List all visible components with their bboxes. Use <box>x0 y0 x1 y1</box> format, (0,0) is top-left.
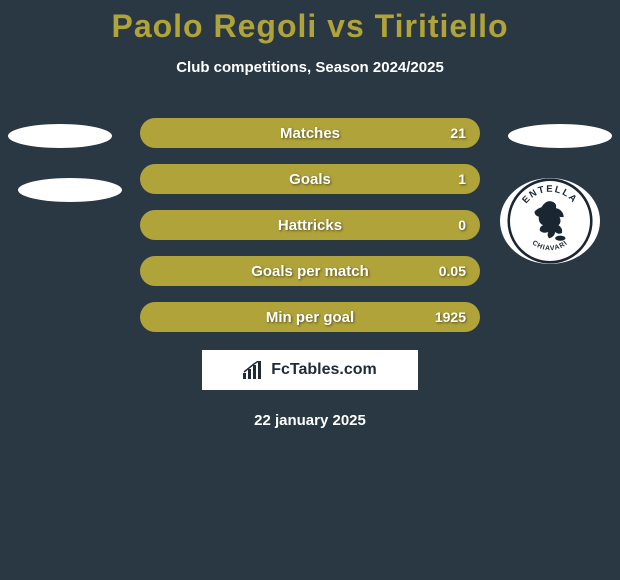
page-subtitle: Club competitions, Season 2024/2025 <box>0 59 620 76</box>
stat-row-matches: Matches 21 <box>140 118 480 148</box>
stat-row-goals: Goals 1 <box>140 164 480 194</box>
stat-row-min-per-goal: Min per goal 1925 <box>140 302 480 332</box>
stat-value-right: 1925 <box>435 309 466 325</box>
stat-value-right: 0 <box>458 217 466 233</box>
generated-date: 22 january 2025 <box>0 412 620 429</box>
stat-label: Matches <box>140 125 480 142</box>
stat-label: Goals <box>140 171 480 188</box>
brand-text: FcTables.com <box>271 361 377 379</box>
stat-value-right: 0.05 <box>439 263 466 279</box>
stat-row-hattricks: Hattricks 0 <box>140 210 480 240</box>
stat-row-goals-per-match: Goals per match 0.05 <box>140 256 480 286</box>
club-crest-entella: ENTELLA CHIAVARI <box>500 178 600 264</box>
player-right-logo-placeholder-1 <box>508 124 612 148</box>
player-left-logo-placeholder-2 <box>18 178 122 202</box>
brand-box: FcTables.com <box>202 350 418 390</box>
player-left-logo-placeholder-1 <box>8 124 112 148</box>
bar-chart-icon <box>243 361 265 379</box>
stat-label: Goals per match <box>140 263 480 280</box>
page-title: Paolo Regoli vs Tiritiello <box>0 0 620 45</box>
stat-value-right: 21 <box>450 125 466 141</box>
stat-label: Min per goal <box>140 309 480 326</box>
club-crest-svg: ENTELLA CHIAVARI <box>507 178 593 264</box>
stat-label: Hattricks <box>140 217 480 234</box>
stat-value-right: 1 <box>458 171 466 187</box>
